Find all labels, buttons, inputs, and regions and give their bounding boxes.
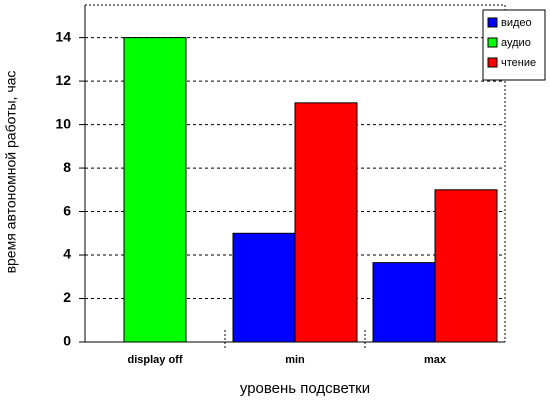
y-tick-label: 10 bbox=[55, 115, 71, 131]
y-tick-label: 14 bbox=[55, 28, 71, 44]
x-tick-label: max bbox=[424, 354, 447, 366]
y-axis-title: время автономной работы, час bbox=[3, 71, 19, 274]
legend-label: аудио bbox=[501, 37, 531, 49]
y-tick-label: 6 bbox=[63, 202, 71, 218]
legend-label: видео bbox=[501, 17, 532, 29]
bar bbox=[372, 262, 436, 343]
legend-swatch bbox=[487, 17, 498, 28]
x-tick-label: display off bbox=[127, 354, 182, 366]
y-tick-label: 8 bbox=[63, 159, 71, 175]
y-tick-label: 0 bbox=[63, 333, 71, 349]
x-tick-label: min bbox=[285, 354, 305, 366]
x-axis-title: уровень подсветки bbox=[240, 380, 370, 397]
bar bbox=[294, 102, 358, 343]
y-tick-label: 2 bbox=[63, 289, 71, 305]
y-tick-label: 4 bbox=[63, 246, 71, 262]
bar bbox=[123, 37, 187, 343]
bar bbox=[232, 232, 296, 343]
legend-swatch bbox=[487, 57, 498, 68]
y-tick-label: 12 bbox=[55, 72, 71, 88]
legend-swatch bbox=[487, 37, 498, 48]
bar bbox=[434, 189, 498, 343]
legend-label: чтение bbox=[501, 57, 536, 69]
